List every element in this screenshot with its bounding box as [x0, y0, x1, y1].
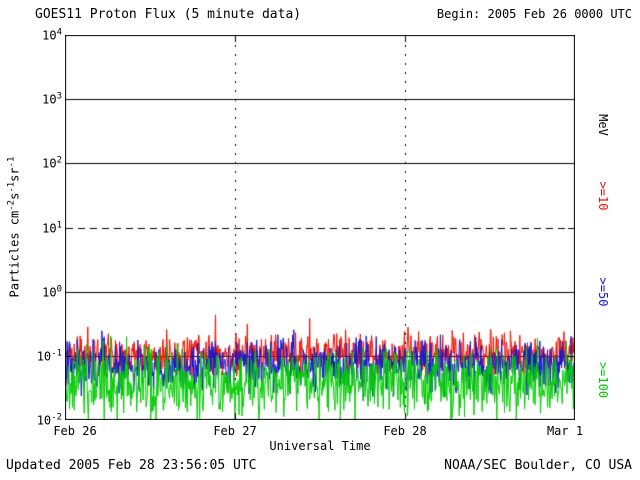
mev-unit-label: MeV [596, 114, 610, 136]
y-tick-label: 102 [42, 155, 62, 171]
y-tick-label: 10-2 [36, 412, 62, 428]
y-tick-label: 100 [42, 284, 62, 300]
series-label-10: >=10 [596, 181, 610, 211]
y-tick-label: 10-1 [36, 348, 62, 364]
x-tick-label: Feb 26 [53, 424, 97, 438]
begin-timestamp: Begin: 2005 Feb 26 0000 UTC [436, 7, 632, 21]
x-tick-label: Feb 27 [213, 424, 257, 438]
y-tick-label: 101 [42, 220, 62, 235]
proton-flux-canvas [65, 35, 575, 420]
x-axis-label: Universal Time [269, 439, 371, 453]
y-tick-label: 103 [42, 91, 62, 107]
updated-timestamp: Updated 2005 Feb 28 23:56:05 UTC [6, 458, 257, 473]
x-tick-label: Mar 1 [546, 424, 584, 438]
y-axis-label: Particles cm-2s-1sr-1 [6, 156, 22, 298]
source-attribution: NOAA/SEC Boulder, CO USA [444, 458, 632, 473]
plot-area [65, 35, 575, 420]
chart-title: GOES11 Proton Flux (5 minute data) [35, 7, 302, 22]
series-label-50: >=50 [596, 277, 610, 307]
series-label-100: >=100 [596, 361, 610, 399]
y-tick-label: 104 [42, 27, 62, 43]
x-tick-label: Feb 28 [383, 424, 427, 438]
